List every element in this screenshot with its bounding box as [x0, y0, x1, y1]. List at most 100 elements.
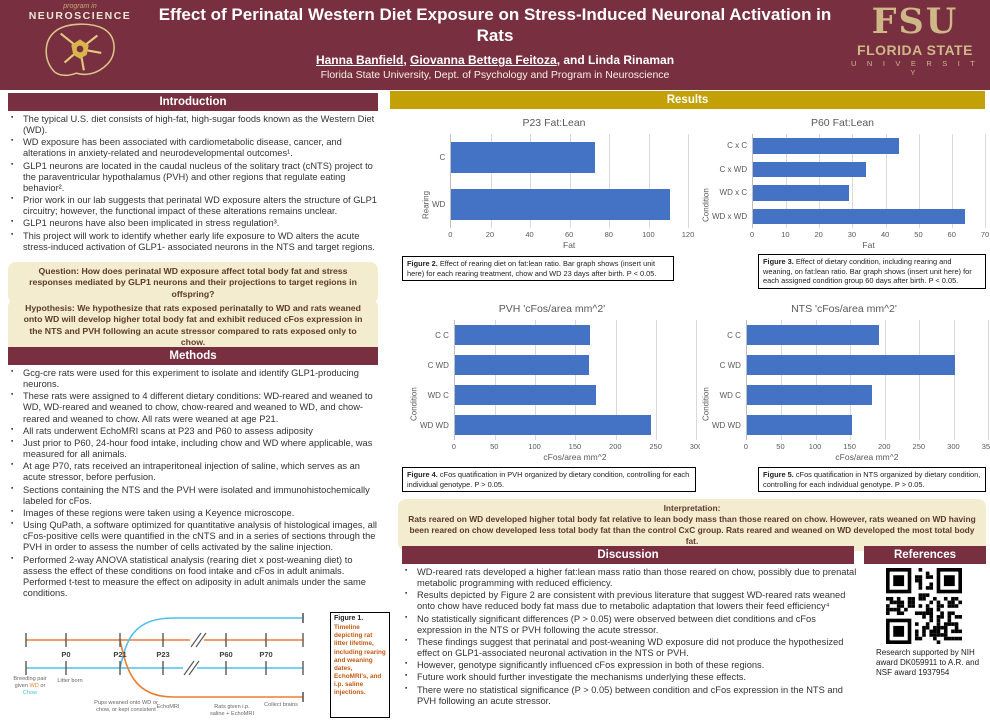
plot-area: [450, 134, 689, 228]
gridline: [988, 320, 989, 440]
tick-label: 150: [568, 442, 582, 451]
x-axis-ticks: 0 20 40 60 80 100 120: [448, 228, 694, 240]
category-label: C WD: [719, 360, 741, 370]
gridline: [953, 320, 955, 440]
category-label: C WD: [427, 360, 449, 370]
chart-body: Condition C x C C x WD WD x C WD x WD 0 10 20 30…: [700, 134, 989, 252]
bullet-item: Just prior to P60, 24-hour food intake, …: [10, 438, 382, 460]
category-label: C x C: [727, 141, 748, 151]
gridline: [919, 320, 921, 440]
x-axis-label: cFos/area mm^2: [835, 452, 899, 462]
y-axis-categories: C C C WD WD C WD WD: [712, 320, 746, 464]
author-3: Linda Rinaman: [588, 53, 675, 68]
section-methods: Methods: [8, 347, 378, 365]
tick-label: 350: [981, 442, 990, 451]
tick-label: 40: [881, 230, 890, 239]
category-label: WD WD: [712, 420, 741, 430]
bullet-item: WD-reared rats developed a higher fat:le…: [404, 567, 860, 589]
bar-wd-wd: [454, 415, 651, 435]
tick-label: 100: [642, 230, 655, 239]
methods-list: Gcg-cre rats were used for this experime…: [10, 368, 382, 610]
gridline: [852, 134, 854, 228]
x-axis-ticks: 0 10 20 30 40 50 60 70: [750, 228, 989, 240]
tick-label: 30: [847, 230, 857, 239]
chart-p23-fat-lean: P23 Fat:Lean Rearing C WD 0 20 40 60 80 100 120 Fat: [420, 116, 694, 252]
header: program in Neuroscience Effect of Perina…: [0, 0, 990, 90]
affiliation: Florida State University, Dept. of Psych…: [320, 69, 670, 82]
timeline-label-saline: Rats given i.p. saline + EchoMRI: [210, 704, 254, 717]
author-2: Giovanna Bettega Feitoza: [409, 53, 557, 68]
section-introduction: Introduction: [8, 93, 378, 111]
section-title: References: [893, 549, 956, 561]
bar-row: [753, 158, 985, 182]
chart-title: P23 Fat:Lean: [522, 117, 586, 129]
bullet-item: At age P70, rats received an intraperito…: [10, 461, 382, 483]
chart-main: 0 10 20 30 40 50 60 70 Fat: [750, 134, 989, 252]
category-label: WD x WD: [712, 211, 748, 221]
bullet-item: These rats were assigned to 4 different …: [10, 391, 382, 424]
fsu-university: U N I V E R S I T Y: [851, 58, 979, 77]
hypothesis-box: Hypothesis: We hypothesize that rats exp…: [8, 299, 378, 353]
bullet-item: These findings suggest that perinatal an…: [404, 637, 860, 659]
bullet-item: There were no statistical significance (…: [404, 685, 860, 707]
figure-label: Figure 2.: [407, 259, 438, 268]
bullet-item: GLP1 neurons have also been implicated i…: [10, 218, 382, 229]
bullet-item: Performed 2-way ANOVA statistical analys…: [10, 555, 382, 600]
x-axis-ticks: 0 50 100 150 200 250 300 350: [744, 440, 990, 452]
bullet-item: GLP1 neurons are located in the caudal n…: [10, 161, 382, 194]
bullet-item: However, genotype significantly influenc…: [404, 660, 860, 671]
section-references: References: [864, 546, 986, 564]
tick-label: 120: [681, 230, 695, 239]
tick-label: 300: [689, 442, 703, 451]
bullet-item: Sections containing the NTS and the PVH …: [10, 485, 382, 507]
fsu-logo: FSU FLORIDA STATE U N I V E R S I T Y: [850, 3, 980, 77]
bar-c-wd: [746, 355, 955, 375]
header-center: Effect of Perinatal Western Diet Exposur…: [155, 5, 835, 81]
gridline: [648, 134, 650, 228]
chart-p60-fat-lean: P60 Fat:Lean Condition C x C C x WD WD x C WD…: [700, 116, 989, 252]
x-axis-label: Fat: [563, 240, 576, 250]
bar-c-x-c: [753, 138, 899, 154]
timeline-label-echomri: EchoMRI: [156, 704, 180, 710]
tick-label: 300: [947, 442, 960, 451]
tick-label: 100: [808, 442, 822, 451]
gridline: [786, 134, 788, 228]
gridline: [530, 134, 532, 228]
tick-label: 70: [980, 230, 990, 239]
gridline: [951, 134, 953, 228]
bar-c-x-wd: [753, 161, 866, 177]
timeline-point-p60: P60: [219, 650, 232, 659]
timeline-point-p0: P0: [61, 650, 70, 659]
chart-body: Condition C C C WD WD C WD WD 0 50 100 150 200 250…: [700, 320, 990, 464]
y-axis-label: Condition: [409, 387, 419, 421]
figure-text: cFos quatification in NTS organized by d…: [763, 470, 981, 489]
tick-label: 250: [649, 442, 662, 451]
tick-label: 10: [781, 230, 790, 239]
chart-body: Condition C C C WD WD C WD WD 0 50 100 150 200 250…: [408, 320, 702, 464]
gridline: [535, 320, 537, 440]
bar-row: [451, 134, 688, 181]
figure1-timeline: P0 P21 P23 P60 P70 Breeding pair given W…: [8, 612, 326, 722]
chart-title: NTS 'cFos/area mm^2': [791, 303, 897, 315]
figure-text: Timeline depicting rat litter lifetime, …: [334, 623, 386, 697]
tick-label: 40: [525, 230, 534, 239]
timeline-label-pups: Pups weaned onto WD or chow, or kept con…: [94, 700, 158, 713]
gridline: [781, 320, 783, 440]
x-axis-ticks: 0 50 100 150 200 250 300: [452, 440, 702, 452]
bar-c-c: [454, 325, 590, 345]
bar-wd-x-c: [753, 185, 850, 201]
chart-main: 0 50 100 150 200 250 300 cFos/area mm^2: [452, 320, 702, 464]
bar-c: [451, 141, 596, 173]
bar-c-wd: [454, 355, 590, 375]
bar-row: [454, 410, 696, 440]
neuron-brain-icon: [45, 23, 115, 76]
gridline: [696, 320, 697, 440]
interpretation-box: Interpretation: Rats reared on WD develo…: [398, 499, 986, 551]
bar-row: [753, 181, 985, 205]
chart-title: P60 Fat:Lean: [810, 117, 875, 129]
tick-label: 60: [947, 230, 956, 239]
section-title: Discussion: [597, 549, 659, 561]
y-axis-label: Condition: [701, 188, 711, 222]
x-axis-label: cFos/area mm^2: [543, 452, 607, 462]
tick-label: 250: [912, 442, 926, 451]
